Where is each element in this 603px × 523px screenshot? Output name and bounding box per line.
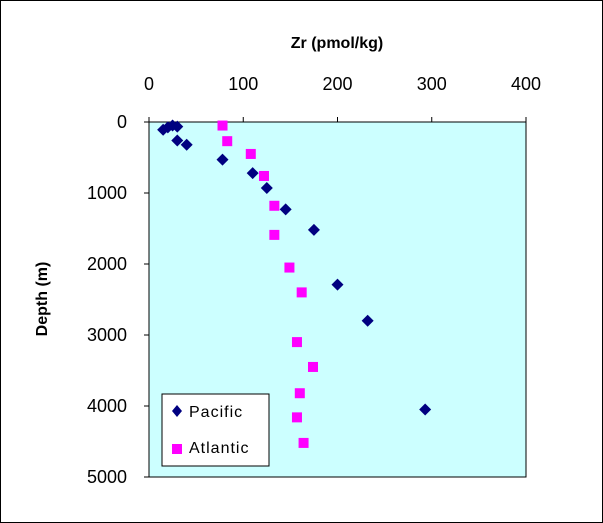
atlantic-data-point <box>258 170 269 181</box>
y-tick-label: 2000 <box>87 254 127 274</box>
y-tick-label: 0 <box>117 112 127 132</box>
x-tick-label: 200 <box>322 74 352 94</box>
pacific-data-point <box>361 314 374 327</box>
pacific-data-point <box>216 153 229 166</box>
y-tick-label: 3000 <box>87 325 127 345</box>
x-axis-ticks: 0 100 200 300 400 <box>144 74 541 122</box>
atlantic-data-point <box>291 412 302 423</box>
atlantic-data-point <box>269 200 280 211</box>
x-tick-label: 400 <box>511 74 541 94</box>
legend-pacific-label: Pacific <box>189 404 243 421</box>
pacific-data-point <box>331 278 344 291</box>
x-tick-label: 300 <box>417 74 447 94</box>
y-tick-label: 1000 <box>87 183 127 203</box>
pacific-data-point <box>307 223 320 236</box>
x-axis-title: Zr (pmol/kg) <box>291 35 383 52</box>
atlantic-data-point <box>307 361 318 372</box>
y-axis-ticks: 0 1000 2000 3000 4000 5000 <box>87 112 149 487</box>
pacific-data-point <box>419 403 432 416</box>
atlantic-data-point <box>298 437 309 448</box>
atlantic-data-point <box>296 287 307 298</box>
pacific-data-point <box>171 134 184 147</box>
y-axis-title: Depth (m) <box>34 262 51 337</box>
pacific-data-point <box>180 138 193 151</box>
x-tick-label: 0 <box>144 74 154 94</box>
atlantic-data-point <box>291 337 302 348</box>
pacific-data-point <box>279 203 292 216</box>
atlantic-data-point <box>284 262 295 273</box>
legend-pacific-marker <box>172 405 182 417</box>
legend-atlantic-marker <box>172 444 182 454</box>
pacific-data-point <box>171 120 184 133</box>
legend-atlantic-label: Atlantic <box>189 440 249 457</box>
y-tick-label: 4000 <box>87 396 127 416</box>
data-points <box>157 119 432 448</box>
pacific-data-point <box>246 167 259 180</box>
atlantic-data-point <box>217 120 228 131</box>
y-tick-label: 5000 <box>87 467 127 487</box>
pacific-data-point <box>260 182 273 195</box>
atlantic-data-point <box>222 136 233 147</box>
atlantic-data-point <box>245 148 256 159</box>
x-tick-label: 100 <box>228 74 258 94</box>
legend: Pacific Atlantic <box>161 393 270 467</box>
atlantic-data-point <box>294 388 305 399</box>
atlantic-data-point <box>269 229 280 240</box>
